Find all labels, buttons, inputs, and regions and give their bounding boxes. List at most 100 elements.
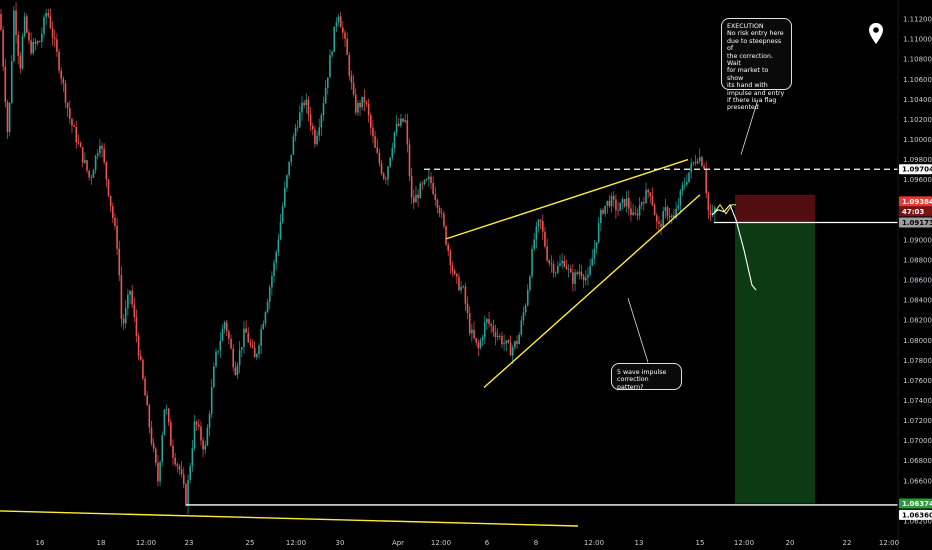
candle-body — [245, 328, 247, 333]
candle-body — [681, 185, 684, 191]
candle-body — [649, 192, 652, 196]
candle-body — [281, 206, 284, 222]
candle-body — [41, 33, 43, 42]
candle-body — [408, 144, 411, 177]
candle-body — [466, 303, 469, 314]
candle-body — [447, 244, 449, 251]
candle-body — [632, 212, 634, 216]
candle-body — [32, 41, 35, 54]
candle-body — [193, 421, 196, 449]
candle-body — [602, 209, 604, 214]
projection-path — [711, 203, 757, 291]
candle-body — [638, 205, 641, 216]
price-tick-label: 1.09000 — [903, 236, 932, 244]
candle-body — [139, 355, 142, 360]
candle-body — [662, 211, 664, 227]
execution-note[interactable]: EXECUTION No risk entry here due to stee… — [721, 18, 792, 111]
price-tick-label: 1.08000 — [903, 337, 932, 345]
countdown-tag-bg — [899, 206, 932, 217]
candle-body — [23, 16, 26, 36]
candle-body — [185, 484, 187, 506]
candle-body — [387, 166, 389, 180]
time-tick-label: 16 — [36, 539, 45, 547]
candle-body — [165, 408, 168, 410]
wave-note[interactable]: 5 wave impulse correction pattern? — [611, 363, 682, 391]
candle-body — [604, 205, 606, 214]
candle-body — [30, 40, 32, 54]
candle-body — [385, 178, 387, 180]
price-axis[interactable]: 1.11200 1.11000 1.10800 1.10600 1.10400 1.102… — [897, 0, 932, 550]
candle-body — [337, 16, 340, 23]
candle-body — [296, 127, 299, 128]
entry-price-tag: 1.09173 — [902, 219, 932, 227]
candle-body — [679, 190, 682, 206]
candle-body — [36, 41, 39, 44]
candle-body — [490, 323, 492, 326]
candle-body — [443, 213, 445, 227]
candle-body — [62, 78, 65, 84]
price-tick-label: 1.08200 — [903, 317, 932, 325]
candle-body — [191, 448, 194, 467]
candle-body — [621, 199, 624, 203]
candle-body — [19, 55, 22, 69]
candle-body — [92, 170, 95, 178]
candle-body — [524, 305, 527, 313]
candle-body — [236, 365, 239, 375]
candle-body — [438, 208, 441, 214]
candle-body — [428, 176, 430, 180]
price-tick-label: 1.08600 — [903, 277, 932, 285]
current-price-tag-bg — [899, 196, 932, 207]
candle-body — [520, 320, 523, 335]
candle-body — [137, 336, 140, 356]
candle-body — [299, 112, 301, 128]
candle-body — [17, 35, 19, 56]
candle-body — [309, 114, 312, 126]
candle-body — [630, 208, 632, 216]
candle-body — [451, 265, 454, 271]
candle-body — [109, 195, 112, 207]
candle-body — [90, 177, 93, 179]
candle-body — [619, 202, 621, 211]
candle-body — [507, 340, 510, 343]
candle-body — [182, 474, 185, 485]
candle-body — [572, 272, 574, 284]
candle-body — [511, 347, 514, 356]
low-level-tag-bg — [899, 509, 932, 520]
candlestick-series — [0, 1, 716, 515]
candle-body — [241, 347, 243, 350]
candle-body — [481, 337, 484, 341]
price-tick-label: 1.10600 — [903, 76, 932, 84]
candle-body — [430, 176, 432, 184]
candle-body — [647, 189, 649, 193]
candle-body — [71, 118, 73, 126]
candle-body — [471, 329, 473, 334]
candle-body — [258, 345, 260, 355]
price-tick-label: 1.09800 — [903, 156, 932, 164]
price-tick-label: 1.08400 — [903, 297, 932, 305]
candle-body — [228, 331, 230, 339]
candle-body — [316, 135, 318, 145]
candle-body — [135, 317, 138, 337]
candle-body — [709, 210, 712, 215]
candle-body — [187, 479, 189, 506]
candle-body — [522, 312, 525, 321]
candle-body — [314, 129, 316, 145]
candle-body — [64, 83, 67, 103]
candle-body — [714, 207, 716, 214]
candle-body — [75, 127, 78, 143]
map-pin-icon[interactable] — [868, 22, 884, 50]
trendline-1 — [445, 158, 689, 240]
time-tick-label: 15 — [696, 539, 705, 547]
candle-body — [116, 225, 118, 249]
dashed-level-tag-bg — [899, 164, 932, 175]
time-tick-label: 12:00 — [879, 539, 899, 547]
candle-body — [176, 464, 179, 466]
price-tick-label: 1.11200 — [903, 16, 932, 24]
candle-body — [542, 220, 544, 232]
candle-body — [655, 215, 658, 222]
candle-body — [352, 82, 355, 95]
execution-note-text: EXECUTION No risk entry here due to stee… — [727, 23, 785, 112]
candle-body — [529, 276, 531, 290]
time-axis[interactable]: 16 18 12:00 23 25 12:00 30 Apr 12:00 6 8 12:00 13 15 1… — [36, 539, 900, 547]
